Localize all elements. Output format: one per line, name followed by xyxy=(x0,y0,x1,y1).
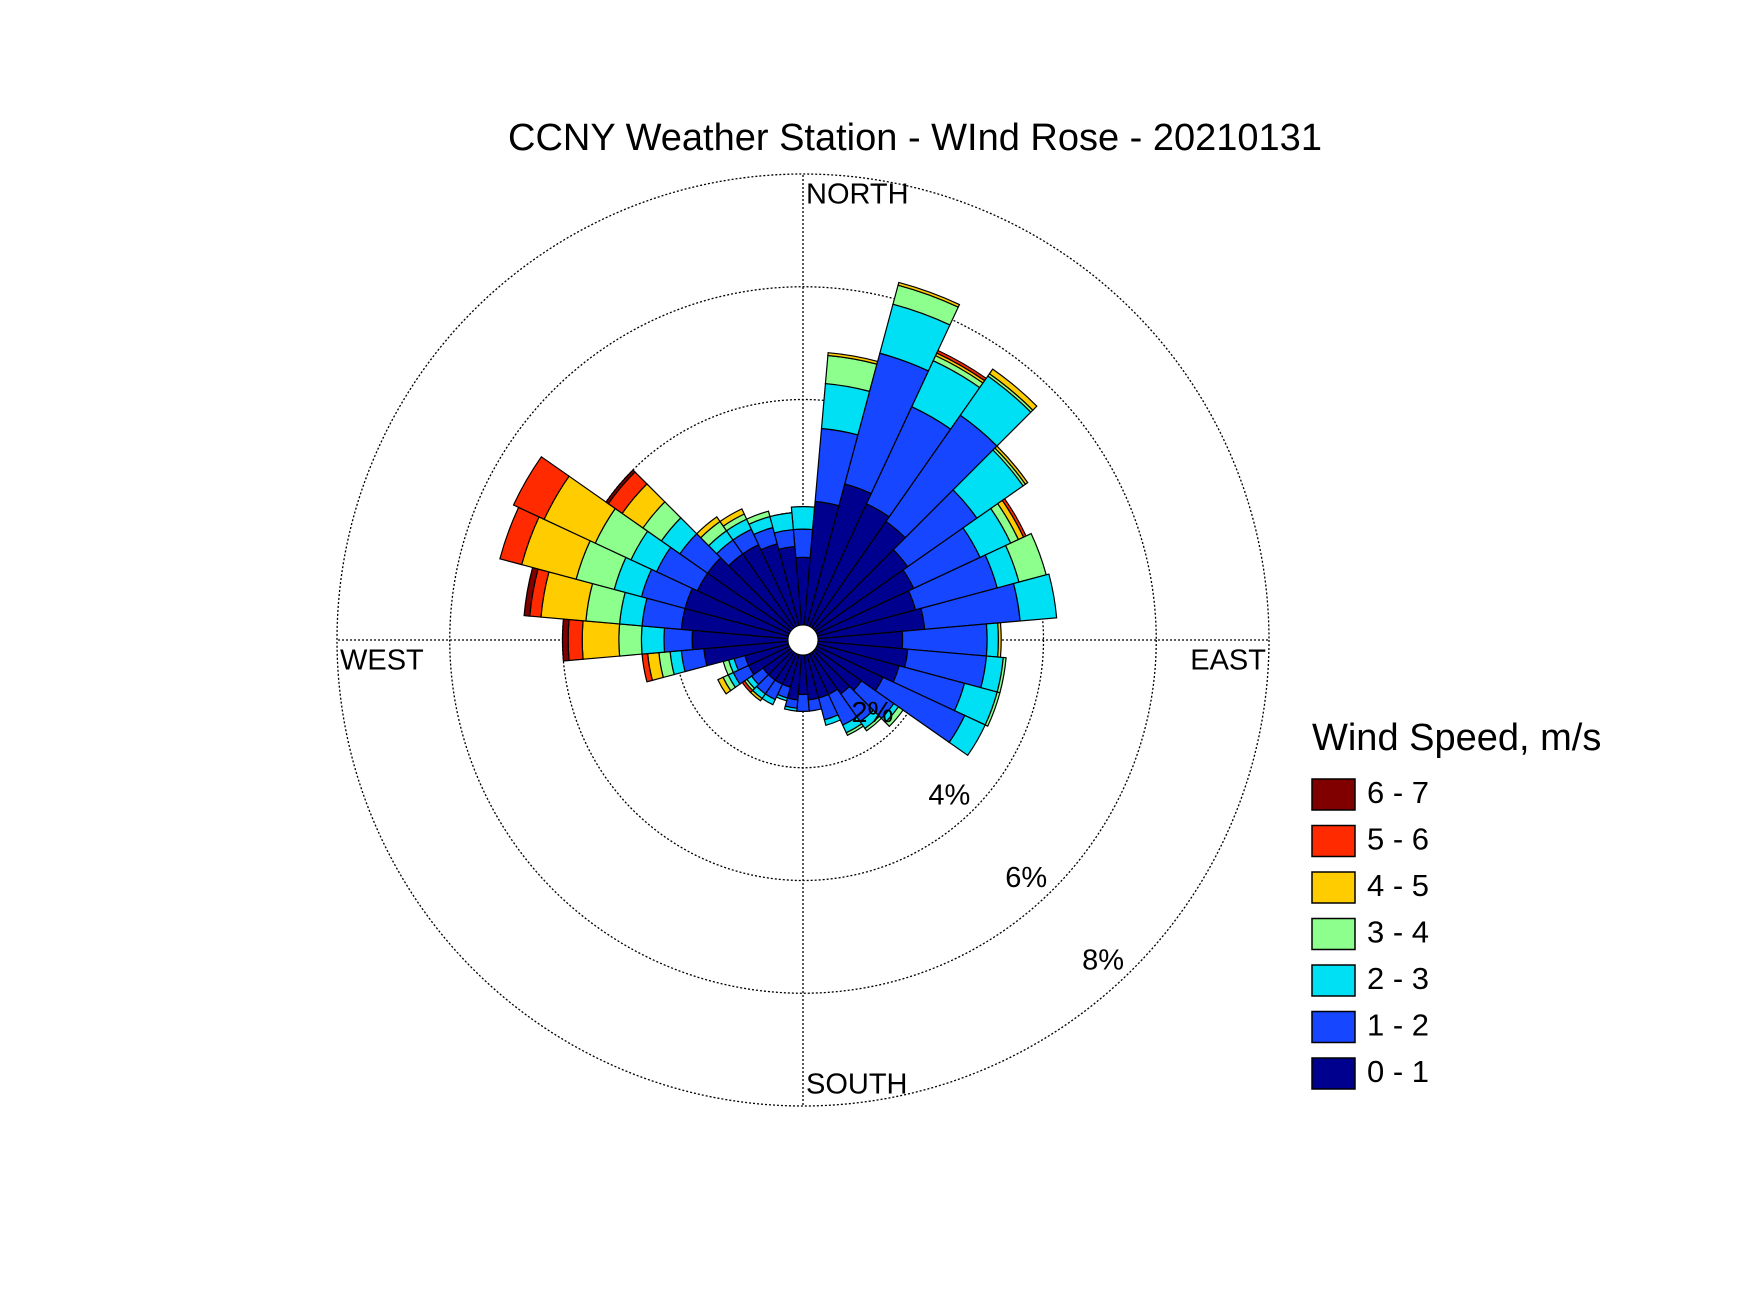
r-tick-label: 6% xyxy=(1005,862,1047,894)
wedge xyxy=(605,469,636,505)
wedge xyxy=(823,714,842,727)
wedge xyxy=(984,691,1001,727)
legend-label: 6 - 7 xyxy=(1367,775,1429,810)
legend-swatch xyxy=(1311,1010,1356,1044)
center-hole xyxy=(787,624,819,656)
legend-swatch xyxy=(1311,778,1356,811)
wedge xyxy=(783,705,798,712)
legend-label: 1 - 2 xyxy=(1367,1008,1429,1043)
wedge xyxy=(618,623,643,657)
compass-label: WEST xyxy=(340,645,424,677)
compass-label: SOUTH xyxy=(806,1069,908,1101)
wedge xyxy=(948,714,986,757)
compass-label: EAST xyxy=(1190,645,1266,677)
wedge xyxy=(717,676,732,695)
wedge xyxy=(796,693,810,712)
wedge xyxy=(719,508,746,527)
wedge xyxy=(512,455,570,521)
wedge xyxy=(845,723,865,737)
legend-swatch xyxy=(1311,1057,1356,1090)
compass-label: NORTH xyxy=(806,179,909,211)
legend-label: 5 - 6 xyxy=(1367,822,1429,857)
wedge xyxy=(1012,573,1058,622)
legend-swatch xyxy=(1311,871,1356,904)
wedge xyxy=(790,506,816,531)
wedge xyxy=(807,697,823,712)
wedge xyxy=(640,625,666,655)
wedge xyxy=(581,620,621,660)
legend-swatch xyxy=(1311,964,1356,997)
r-tick-label: 8% xyxy=(1082,944,1124,976)
wedge xyxy=(997,622,1002,658)
legend-label: 4 - 5 xyxy=(1367,868,1429,903)
wedge xyxy=(769,512,794,534)
wedge xyxy=(884,705,904,728)
legend-label: 3 - 4 xyxy=(1367,915,1429,950)
wedge xyxy=(561,618,570,662)
legend-label: 0 - 1 xyxy=(1367,1054,1429,1089)
wedge xyxy=(567,618,584,662)
wedge xyxy=(745,510,771,526)
wedge xyxy=(897,281,961,308)
wedge xyxy=(985,622,999,658)
wedge xyxy=(663,627,694,653)
wedge xyxy=(695,516,721,539)
r-tick-label: 2% xyxy=(851,697,893,729)
legend-label: 2 - 3 xyxy=(1367,961,1429,996)
wedge xyxy=(988,368,1038,411)
chart-title: CCNY Weather Station - WInd Rose - 20210… xyxy=(508,117,1322,159)
wedge xyxy=(792,528,814,559)
legend-title: Wind Speed, m/s xyxy=(1312,717,1601,759)
grid-ring xyxy=(336,173,1270,1107)
legend-swatch xyxy=(1311,824,1356,858)
r-tick-label: 4% xyxy=(928,780,970,812)
wedge xyxy=(680,648,708,673)
grid-ring xyxy=(449,286,1157,994)
legend-swatch xyxy=(1311,917,1356,951)
wedge xyxy=(864,715,883,732)
wedge xyxy=(994,445,1029,486)
